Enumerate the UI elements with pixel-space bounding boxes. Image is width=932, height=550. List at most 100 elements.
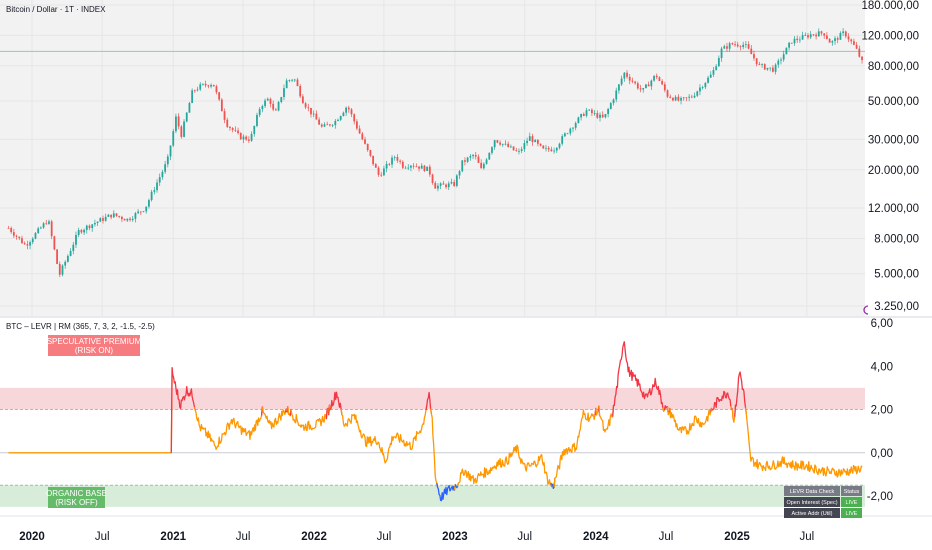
candle-body — [645, 84, 647, 89]
candle-body — [326, 124, 329, 126]
candle-body — [655, 75, 658, 78]
candle-body — [220, 99, 223, 112]
candle-body — [385, 163, 388, 169]
candle-body — [569, 128, 572, 134]
candle-body — [834, 38, 836, 42]
candle-body — [812, 34, 815, 36]
candle-body — [401, 161, 404, 168]
candle-body — [823, 33, 826, 36]
symbol-title[interactable]: Bitcoin / Dollar · 1T · INDEX — [6, 5, 106, 14]
indicator-title[interactable]: BTC – LEVR | RM (365, 7, 3, 2, -1.5, -2.… — [6, 322, 155, 331]
candle-body — [437, 185, 439, 189]
candle-body — [472, 154, 474, 157]
candle-body — [836, 38, 839, 40]
candle-body — [420, 165, 423, 169]
price-axis[interactable]: 3.250,00 5.000,00 8.000,00 12.000,00 20.000,… — [861, 0, 919, 313]
status-table-header: LEVR Data Check — [790, 489, 835, 495]
candle-body — [66, 255, 69, 262]
candle-body — [520, 149, 523, 151]
oscillator-tick-label: 6,00 — [871, 318, 893, 330]
candle-body — [229, 126, 231, 128]
candle-body — [561, 136, 564, 144]
candle-body — [766, 67, 769, 70]
status-badge — [841, 508, 862, 518]
candle-body — [731, 43, 734, 45]
candle-body — [742, 44, 745, 48]
candle-body — [488, 152, 491, 160]
candle-body — [264, 100, 266, 107]
speculative-premium-label: SPECULATIVE PREMIUM (RISK ON) — [47, 335, 142, 356]
candle-body — [755, 58, 758, 65]
candle-body — [504, 143, 507, 145]
candle-body — [42, 223, 45, 228]
oscillator-segment — [612, 341, 665, 417]
candle-body — [242, 136, 245, 140]
candle-body — [226, 119, 229, 127]
candle-body — [631, 80, 634, 82]
candle-body — [21, 238, 23, 244]
candle-body — [636, 83, 639, 89]
status-table-row-value: LIVE — [846, 500, 858, 506]
price-tick-label: 50.000,00 — [868, 96, 919, 108]
candle-body — [771, 67, 774, 72]
candle-body — [304, 103, 307, 108]
candle-body — [315, 113, 318, 120]
candlestick-series[interactable] — [7, 28, 863, 278]
candle-body — [361, 133, 364, 140]
candle-body — [788, 42, 790, 48]
candle-body — [820, 31, 823, 34]
candle-body — [774, 64, 777, 72]
candle-body — [677, 96, 680, 101]
candle-body — [234, 129, 237, 131]
candle-body — [669, 96, 672, 98]
speculative-label-line2: (RISK ON) — [75, 346, 114, 355]
oscillator-segment — [456, 444, 553, 487]
candle-body — [369, 150, 372, 156]
candle-body — [672, 97, 674, 101]
candle-body — [345, 107, 348, 113]
candle-body — [717, 58, 720, 67]
candle-body — [839, 32, 842, 40]
oscillator-tick-label: -2,00 — [867, 491, 893, 503]
candle-body — [793, 38, 796, 44]
oscillator-axis[interactable]: -2,00 0,00 2,00 4,00 6,00 — [867, 318, 893, 503]
candle-body — [593, 113, 596, 114]
price-tick-label: 30.000,00 — [868, 134, 919, 146]
candle-body — [202, 83, 204, 85]
candle-body — [364, 139, 366, 144]
candle-body — [591, 109, 593, 114]
status-table-cell — [784, 508, 840, 518]
candle-body — [650, 80, 653, 87]
candle-body — [291, 79, 293, 81]
candle-body — [790, 42, 793, 44]
candle-body — [372, 155, 375, 165]
candle-body — [674, 96, 677, 101]
candle-body — [166, 156, 169, 165]
oscillator-segment — [734, 371, 747, 417]
candle-body — [37, 228, 40, 234]
status-table-header: Status — [844, 489, 860, 495]
candle-body — [93, 223, 96, 225]
candle-body — [531, 136, 534, 143]
candle-body — [563, 133, 566, 137]
candle-body — [423, 165, 426, 171]
oscillator-tick-label: 4,00 — [871, 361, 893, 373]
candle-body — [418, 166, 420, 169]
candle-body — [99, 218, 102, 222]
candle-body — [161, 171, 164, 178]
candle-body — [542, 145, 545, 149]
candle-body — [250, 133, 253, 141]
candle-body — [512, 146, 515, 151]
price-scale-settings-icon[interactable] — [863, 305, 869, 315]
candle-body — [272, 103, 275, 110]
candle-body — [750, 48, 753, 55]
levr-oscillator-line[interactable] — [8, 341, 863, 502]
candle-body — [85, 225, 88, 230]
oscillator-segment — [290, 408, 328, 432]
price-tick-label: 80.000,00 — [868, 61, 919, 73]
time-axis[interactable]: 2020 Jul 2021 Jul 2022 Jul 2023 Jul 2024 Jul 2025 J… — [19, 531, 814, 543]
candle-body — [828, 38, 831, 43]
candle-body — [553, 150, 555, 152]
candle-body — [817, 31, 820, 37]
candle-body — [539, 143, 542, 146]
